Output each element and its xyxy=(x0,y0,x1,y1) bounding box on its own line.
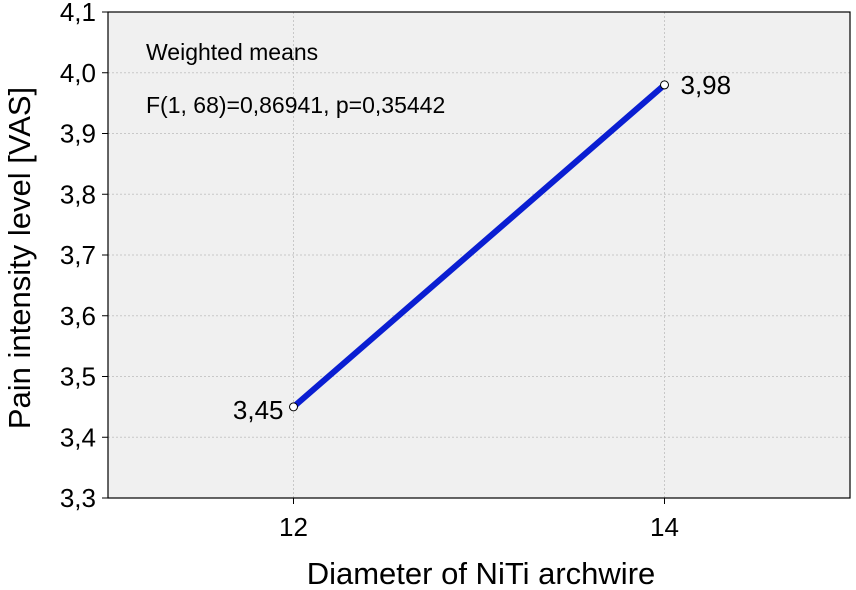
x-tick-label: 14 xyxy=(650,512,679,542)
y-tick-label: 3,8 xyxy=(60,179,96,209)
x-axis-ticks: 12 14 xyxy=(279,498,679,542)
y-tick-label: 3,7 xyxy=(60,240,96,270)
y-tick-label: 3,9 xyxy=(60,119,96,149)
data-point xyxy=(289,402,298,412)
x-axis-title: Diameter of NiTi archwire xyxy=(307,556,656,590)
y-axis-title: Pain intensity level [VAS] xyxy=(2,87,37,429)
series-line xyxy=(291,82,667,410)
data-label: 3,45 xyxy=(233,395,284,425)
annotation-statistics: F(1, 68)=0,86941, p=0,35442 xyxy=(146,92,445,118)
plot-area xyxy=(108,12,850,498)
y-tick-label: 3,5 xyxy=(60,362,96,392)
y-tick-label: 4,0 xyxy=(60,58,96,88)
y-tick-label: 3,4 xyxy=(60,422,96,452)
annotation-title: Weighted means xyxy=(146,39,318,65)
y-tick-label: 3,3 xyxy=(60,483,96,513)
x-tick-label: 12 xyxy=(279,512,308,542)
data-label: 3,98 xyxy=(681,70,732,100)
grid-lines xyxy=(108,12,850,498)
series-layer: 3,45 3,98 xyxy=(233,70,731,425)
y-tick-label: 3,6 xyxy=(60,301,96,331)
y-tick-label: 4,1 xyxy=(60,0,96,27)
data-point xyxy=(660,80,669,90)
y-axis-ticks: 3,3 3,4 3,5 3,6 3,7 3,8 3,9 4,0 4,1 xyxy=(60,0,108,513)
